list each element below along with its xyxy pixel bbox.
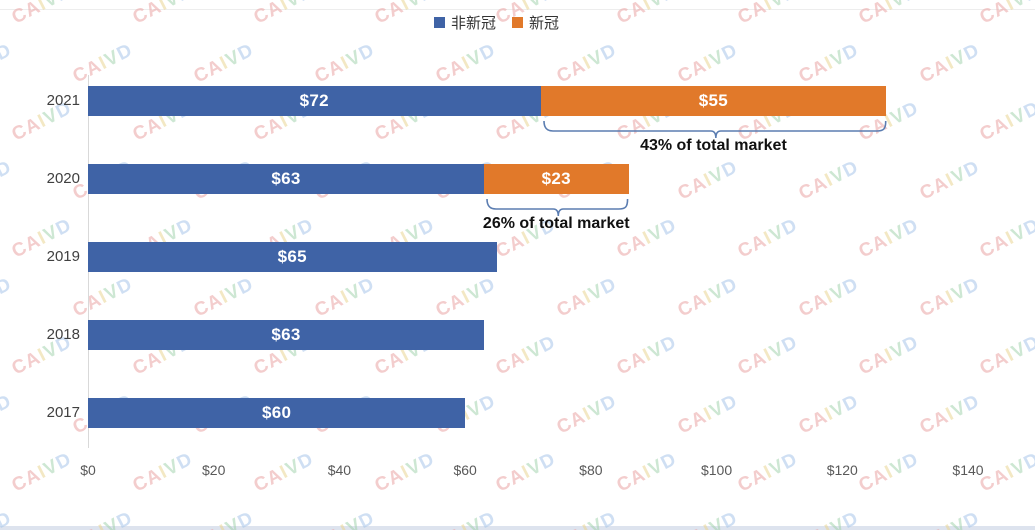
- x-axis-tick-label: $40: [327, 462, 352, 478]
- legend-item-2: 新冠: [512, 12, 559, 33]
- bar-value-label: $23: [541, 169, 571, 188]
- bar-segment-2020-non-covid: $63: [88, 164, 484, 194]
- bar-segment-2019-non-covid: $65: [88, 242, 497, 272]
- bar-segment-2021-non-covid: $72: [88, 86, 541, 116]
- annotation-text: 26% of total market: [482, 215, 630, 232]
- annotation-bracket-icon: [542, 120, 887, 139]
- legend-swatch-icon: [433, 17, 445, 28]
- x-axis-tick-label: $20: [202, 462, 226, 478]
- bar-value-label: $72: [299, 91, 329, 110]
- bottom-strip: [0, 526, 1035, 530]
- bar-value-label: $63: [271, 325, 301, 344]
- x-axis-tick-label: $60: [453, 462, 477, 478]
- x-axis-tick-label: $120: [826, 462, 858, 478]
- x-axis-tick-label: $80: [579, 462, 603, 478]
- category-label: 2021: [46, 92, 80, 109]
- legend-swatch-icon: [512, 17, 523, 28]
- legend: 非新冠 新冠: [0, 12, 993, 33]
- x-axis-tick-label: $140: [952, 462, 984, 478]
- x-axis-tick-label: $0: [80, 462, 96, 478]
- bar-value-label: $63: [271, 169, 301, 188]
- category-label: 2017: [46, 404, 80, 421]
- category-label: 2018: [46, 326, 80, 343]
- category-label: 2019: [46, 248, 80, 265]
- annotation-text: 43% of total market: [640, 137, 787, 154]
- legend-item-1: 非新冠: [433, 12, 496, 33]
- bar-segment-2018-non-covid: $63: [88, 320, 484, 350]
- bar-segment-2017-non-covid: $60: [88, 398, 466, 428]
- legend-item-label: 非新冠: [450, 15, 496, 32]
- legend-item-label: 新冠: [529, 15, 560, 32]
- annotation-bracket-icon: [486, 198, 629, 217]
- bar-value-label: $60: [261, 403, 292, 422]
- bar-segment-2021-covid: $55: [540, 86, 887, 116]
- top-border-line: [0, 9, 1035, 10]
- bar-value-label: $55: [698, 91, 729, 110]
- bar-segment-2020-covid: $23: [484, 164, 629, 194]
- category-label: 2020: [46, 170, 80, 187]
- bar-value-label: $65: [277, 247, 307, 266]
- x-axis-tick-label: $100: [700, 462, 733, 478]
